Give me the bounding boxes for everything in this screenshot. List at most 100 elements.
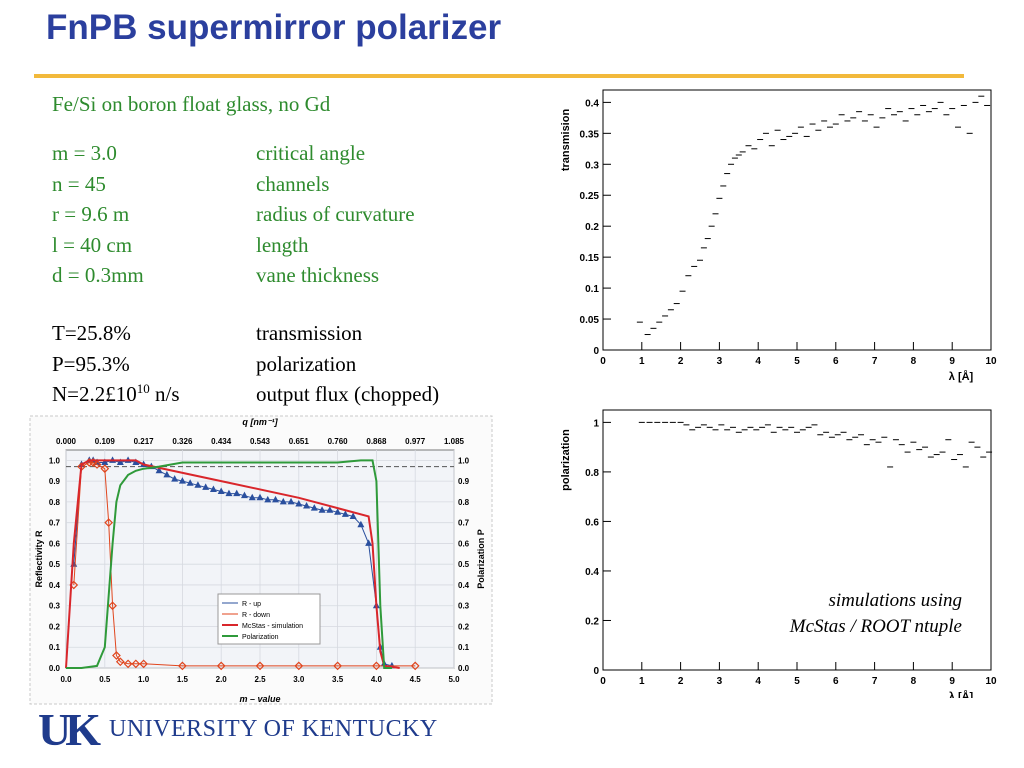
result-desc: transmission: [256, 321, 363, 345]
r-up-point: [194, 481, 202, 488]
r-up-point: [334, 508, 342, 515]
result-value: T=25.8%: [52, 321, 131, 345]
param-row: m = 3.0 critical angle: [52, 138, 415, 169]
result-desc: output flux (chopped): [256, 382, 440, 406]
y2-tick-label: 0.6: [458, 539, 470, 548]
flux-exponent: 10: [136, 381, 150, 396]
r-up-point: [240, 491, 248, 499]
x-tick-label: 8: [911, 676, 917, 687]
x-tick-label: 2.0: [216, 675, 228, 684]
y-tick-label: 1: [593, 418, 599, 429]
r-up-point: [279, 497, 287, 505]
x-tick-label: 5: [794, 356, 800, 367]
x-tick-label: 5.0: [448, 675, 460, 684]
result-row: P=95.3% polarization: [52, 349, 439, 380]
param-value: d = 0.3mm: [52, 263, 144, 287]
x-tick-label: 0: [600, 676, 606, 687]
mcstas-simulation-series: [65, 459, 400, 669]
legend-label: R - up: [242, 601, 261, 608]
x-tick-label: 4: [755, 356, 761, 367]
top-tick-label: 0.868: [366, 437, 387, 446]
top-tick-label: 0.217: [134, 437, 155, 446]
r-down-point: [131, 659, 141, 669]
x-tick-label: 3.5: [332, 675, 344, 684]
top-tick-label: 0.543: [250, 437, 271, 446]
y-tick-label: 0.25: [580, 191, 600, 202]
x-tick-label: 4.0: [371, 675, 383, 684]
y-axis-label-right: Polarization P: [476, 529, 486, 589]
y-tick-label: 0.7: [49, 519, 61, 528]
x-tick-label: 7: [872, 676, 878, 687]
y-tick-label: 0.3: [585, 160, 599, 171]
legend: R - up R - down McStas - simulation Polariz…: [217, 593, 321, 645]
x-axis-label: λ [Å]: [949, 370, 974, 383]
top-tick-label: 0.651: [289, 437, 310, 446]
x-tick-label: 3.0: [293, 675, 305, 684]
y2-tick-label: 0.0: [458, 664, 470, 673]
r-down-point: [92, 460, 102, 469]
r-down-point: [178, 661, 187, 671]
r-up-point: [101, 458, 109, 465]
top-axis-label: q [nm⁻¹]: [242, 417, 278, 427]
r-up-point: [264, 495, 272, 503]
r-up-point: [233, 489, 241, 497]
y-tick-label: 1.0: [49, 456, 61, 465]
y-tick-label: 0.2: [585, 616, 599, 627]
y-tick-label: 0.5: [49, 560, 61, 569]
y-tick-label: 0.1: [49, 643, 61, 652]
slide-title: FnPB supermirror polarizer: [46, 8, 502, 47]
x-tick-label: 7: [872, 356, 878, 367]
x-tick-label: 0: [600, 356, 606, 367]
y2-tick-label: 1.0: [458, 456, 470, 465]
param-desc: channels: [256, 171, 330, 196]
top-tick-label: 0.000: [56, 437, 77, 446]
x-tick-label: 5: [794, 676, 800, 687]
y-axis-label: transmision: [560, 109, 572, 172]
x-tick-label: 1: [639, 356, 645, 367]
r-down-point: [108, 601, 117, 611]
top-tick-label: 1.085: [444, 437, 465, 446]
y2-tick-label: 0.8: [458, 498, 470, 507]
r-down-point: [77, 462, 86, 471]
param-row: n = 45 channels: [52, 169, 415, 200]
y-tick-label: 0.4: [585, 98, 599, 109]
x-tick-label: 6: [833, 676, 839, 687]
plot-frame: [602, 89, 992, 351]
r-up-point: [287, 497, 295, 505]
r-up-point: [186, 479, 194, 486]
y-tick-label: 0.2: [49, 622, 61, 631]
r-up-point: [349, 512, 357, 519]
r-up-point: [248, 493, 256, 501]
x-tick-label: 1.5: [177, 675, 189, 684]
param-desc: length: [256, 232, 309, 257]
r-up-point: [217, 487, 225, 495]
x-tick-label: 1.0: [138, 675, 150, 684]
x-tick-label: 3: [717, 356, 723, 367]
x-tick-label: 0.5: [99, 675, 111, 684]
r-up-point: [171, 475, 179, 482]
param-row: r = 9.6 m radius of curvature: [52, 199, 415, 230]
x-tick-label: 2: [678, 356, 684, 367]
r-up-point: [116, 458, 124, 465]
x-tick-label: 0.0: [60, 675, 72, 684]
r-down-point: [104, 518, 114, 528]
r-up-point: [303, 502, 311, 509]
x-tick-label: 4.5: [410, 675, 422, 684]
y-tick-label: 0.8: [49, 498, 61, 507]
top-tick-label: 0.109: [95, 437, 116, 446]
r-down-point: [294, 661, 304, 671]
x-tick-label: 4: [755, 676, 761, 687]
y-tick-label: 0.6: [585, 517, 599, 528]
legend-label: McStas - simulation: [242, 623, 303, 630]
r-down-series: [73, 462, 416, 667]
university-name: UNIVERSITY OF KENTUCKY: [109, 715, 438, 742]
y2-tick-label: 0.2: [458, 622, 470, 631]
param-value: l = 40 cm: [52, 232, 133, 257]
param-row: d = 0.3mm vane thickness: [52, 260, 415, 291]
x-axis-label: m – value: [239, 694, 280, 704]
polarization-series: [66, 459, 392, 669]
transmission-plot: 0 1 2 3 4 5 6 7 8 9 10 0 0.05 0.1 0.15 0.2 0.25 0.3 0.35 0.…: [560, 89, 997, 383]
flux-unit: n/s: [149, 382, 180, 406]
results-table: T=25.8% transmission P=95.3% polarization …: [52, 318, 439, 410]
r-down-point: [410, 661, 420, 671]
